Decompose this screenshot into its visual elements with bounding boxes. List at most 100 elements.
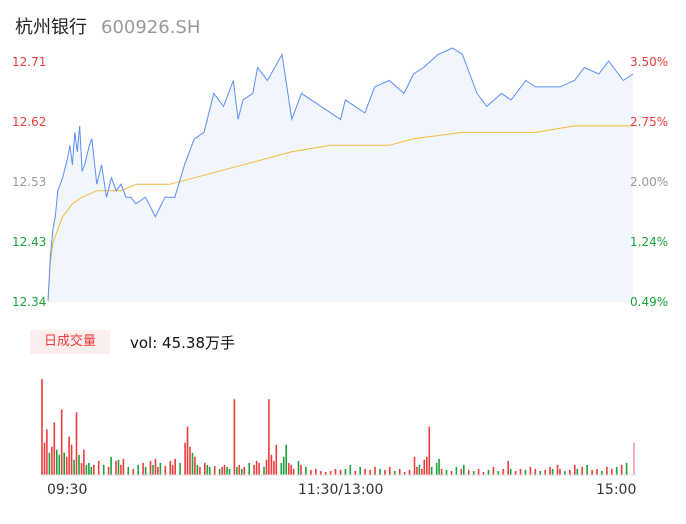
volume-bar — [253, 464, 255, 475]
volume-bar — [509, 468, 512, 475]
price-area — [48, 48, 633, 301]
volume-bar — [90, 466, 93, 475]
volume-bar — [586, 464, 588, 475]
volume-bar — [625, 462, 628, 475]
volume-bar — [426, 456, 428, 475]
volume-bar — [315, 468, 317, 475]
volume-bar — [539, 471, 542, 475]
volume-bar — [460, 468, 463, 475]
price-tick: 12.62 — [12, 115, 47, 129]
volume-bar — [633, 442, 635, 475]
volume-bar — [93, 464, 95, 475]
volume-bar — [179, 462, 181, 475]
volume-bar — [423, 459, 426, 475]
volume-bar — [369, 469, 371, 475]
volume-bar — [300, 464, 302, 475]
volume-bar — [374, 466, 376, 475]
volume-bar — [273, 460, 275, 475]
price-tick: 12.43 — [12, 235, 47, 249]
volume-bar — [285, 444, 287, 475]
volume-bar — [184, 442, 186, 475]
volume-bar — [334, 468, 337, 475]
volume-bar — [241, 468, 243, 475]
volume-bar — [529, 466, 532, 475]
volume-bar — [319, 471, 322, 475]
volume-bar — [137, 464, 139, 475]
volume-bar — [58, 454, 61, 475]
volume-bars — [41, 379, 635, 475]
volume-bar — [487, 469, 490, 475]
volume-bar — [263, 466, 265, 475]
volume-bar — [364, 468, 366, 475]
volume-bar — [354, 471, 357, 475]
volume-bar — [171, 464, 174, 475]
volume-bar — [287, 462, 290, 475]
volume-bar — [85, 464, 88, 475]
volume-bar — [265, 459, 268, 475]
volume-bar — [359, 466, 361, 475]
volume-bar — [329, 471, 332, 475]
volume-bar — [408, 469, 411, 475]
volume-bar — [620, 464, 623, 475]
volume-bar — [60, 409, 63, 475]
volume-bar — [226, 466, 228, 475]
volume-bar — [430, 466, 433, 475]
volume-bar — [223, 464, 226, 475]
volume-bar — [43, 442, 46, 475]
volume-bar — [41, 379, 43, 475]
volume-bar — [413, 456, 416, 475]
volume-bar — [440, 468, 443, 475]
volume-bar — [384, 469, 386, 475]
volume-bar — [56, 449, 58, 475]
volume-bar — [438, 458, 440, 475]
volume-bar — [450, 471, 453, 475]
volume-bar — [421, 468, 423, 475]
volume-bar — [51, 446, 53, 475]
time-tick: 09:30 — [47, 482, 88, 498]
volume-bar — [63, 452, 65, 475]
volume-bar — [305, 466, 307, 475]
volume-bar — [159, 462, 162, 475]
volume-bar — [275, 444, 278, 475]
percent-tick: 0.49% — [630, 295, 669, 309]
volume-bar — [97, 460, 100, 475]
percent-tick: 3.50% — [630, 55, 669, 69]
volume-bar — [248, 462, 250, 475]
stock-header: 杭州银行 600926.SH — [15, 13, 200, 39]
stock-name: 杭州银行 — [15, 17, 87, 38]
volume-bar — [606, 466, 608, 475]
volume-bar — [574, 464, 576, 475]
volume-bar — [65, 456, 68, 475]
volume-bar — [534, 468, 537, 475]
volume-bar — [83, 449, 85, 475]
volume-bar — [615, 466, 618, 475]
volume-bar — [258, 462, 260, 475]
volume-bar — [206, 464, 209, 475]
volume-bar — [544, 469, 546, 475]
volume-bar — [292, 468, 295, 475]
volume-bar — [196, 464, 199, 475]
volume-bar — [236, 466, 238, 475]
volume-bar — [282, 456, 285, 475]
volume-bar — [75, 412, 78, 475]
volume-bar — [482, 472, 485, 475]
price-tick: 12.53 — [12, 175, 47, 189]
time-tick: 11:30/13:00 — [298, 482, 384, 498]
volume-bar — [154, 458, 157, 475]
volume-bar — [255, 460, 258, 475]
volume-bar — [268, 399, 270, 475]
volume-summary: vol: 45.38万手 — [130, 334, 235, 352]
volume-bar — [102, 464, 105, 475]
volume-bar — [80, 462, 83, 475]
volume-bar — [310, 469, 312, 475]
volume-bar — [344, 468, 347, 475]
volume-bar — [117, 459, 120, 475]
volume-bar — [115, 460, 117, 475]
volume-bar — [46, 429, 48, 475]
volume-bar — [477, 468, 480, 475]
daily-volume-tab[interactable]: 日成交量 — [30, 330, 110, 354]
volume-bar — [324, 472, 327, 475]
volume-bar — [349, 464, 352, 475]
volume-bar — [174, 458, 176, 475]
